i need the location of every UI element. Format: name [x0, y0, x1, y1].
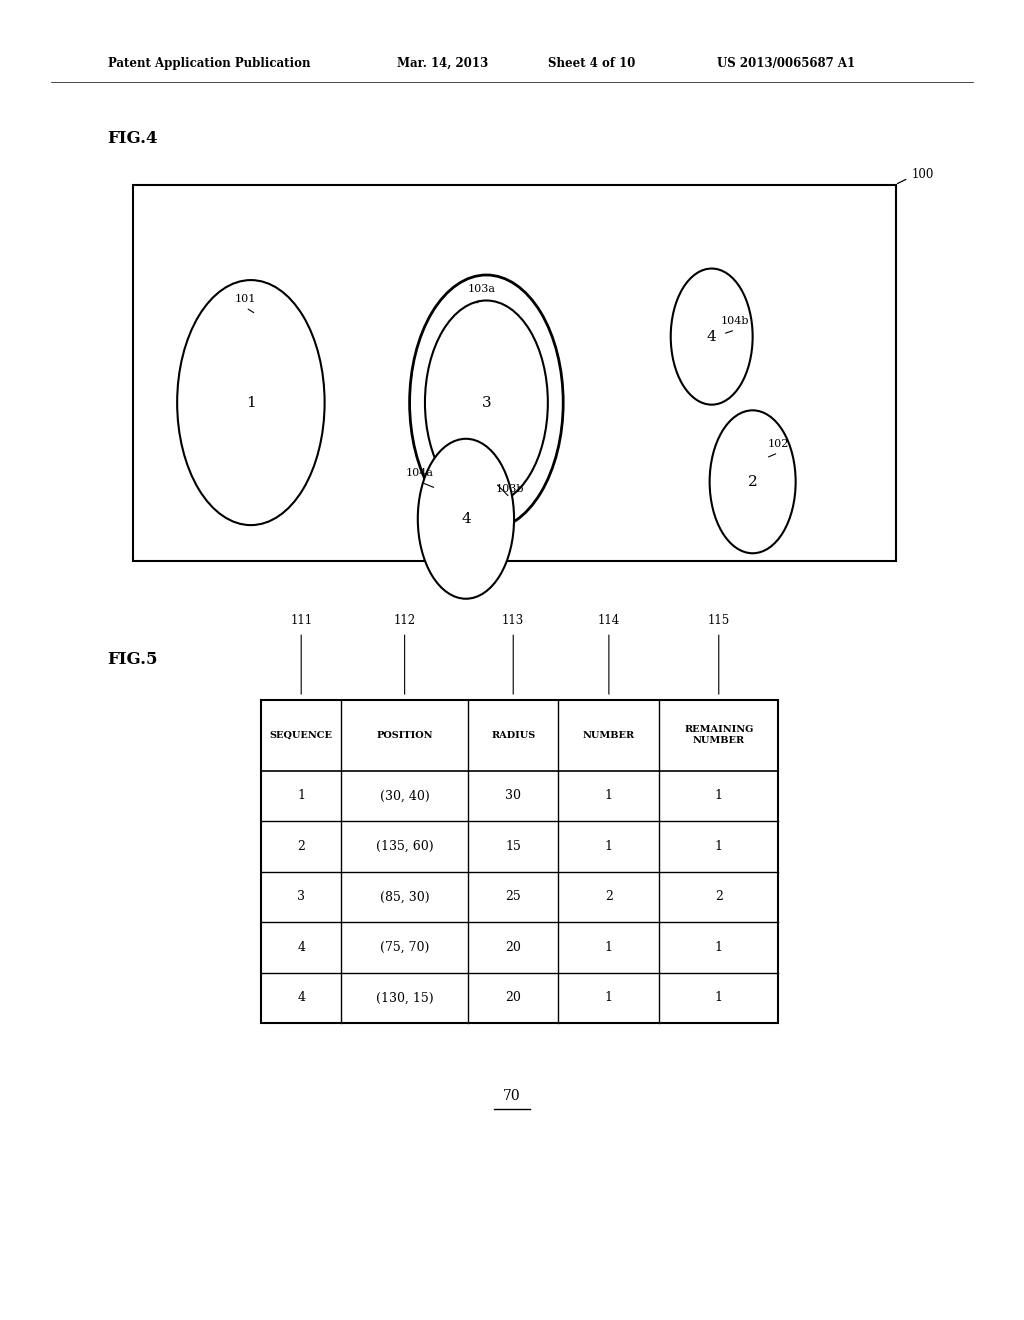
Text: 1: 1 [715, 789, 723, 803]
Text: FIG.5: FIG.5 [108, 652, 158, 668]
Text: Sheet 4 of 10: Sheet 4 of 10 [548, 57, 635, 70]
Bar [261, 700, 778, 1023]
Text: 15: 15 [505, 840, 521, 853]
Text: NUMBER: NUMBER [583, 731, 635, 739]
Text: 103a: 103a [467, 284, 496, 294]
Text: 115: 115 [708, 614, 730, 627]
Text: 111: 111 [290, 614, 312, 627]
Text: 2: 2 [605, 891, 612, 903]
Text: 1: 1 [715, 840, 723, 853]
Text: 1: 1 [246, 396, 256, 409]
Text: 20: 20 [505, 941, 521, 954]
Text: Patent Application Publication: Patent Application Publication [108, 57, 310, 70]
Text: (75, 70): (75, 70) [380, 941, 429, 954]
Text: REMAINING
NUMBER: REMAINING NUMBER [684, 726, 754, 744]
Text: US 2013/0065687 A1: US 2013/0065687 A1 [717, 57, 855, 70]
Bar [133, 185, 896, 561]
Text: (30, 40): (30, 40) [380, 789, 429, 803]
Text: 3: 3 [297, 891, 305, 903]
Text: 70: 70 [503, 1089, 521, 1102]
Ellipse shape [425, 301, 548, 504]
Text: 104b: 104b [721, 315, 750, 326]
Text: 2: 2 [715, 891, 723, 903]
Text: 4: 4 [707, 330, 717, 343]
Text: 1: 1 [297, 789, 305, 803]
Text: 4: 4 [461, 512, 471, 525]
Text: Mar. 14, 2013: Mar. 14, 2013 [397, 57, 488, 70]
Text: 25: 25 [505, 891, 521, 903]
Text: 104a: 104a [406, 467, 434, 478]
Text: 101: 101 [236, 293, 256, 304]
Text: 1: 1 [605, 840, 613, 853]
Text: 30: 30 [505, 789, 521, 803]
Text: 1: 1 [605, 941, 613, 954]
Ellipse shape [710, 411, 796, 553]
Text: 103b: 103b [496, 483, 524, 494]
Text: 1: 1 [715, 991, 723, 1005]
Text: (135, 60): (135, 60) [376, 840, 433, 853]
Text: 3: 3 [481, 396, 492, 409]
Text: 20: 20 [505, 991, 521, 1005]
Text: (85, 30): (85, 30) [380, 891, 429, 903]
Text: 102: 102 [768, 438, 788, 449]
Text: 4: 4 [297, 941, 305, 954]
Text: 2: 2 [748, 475, 758, 488]
Text: POSITION: POSITION [377, 731, 433, 739]
Ellipse shape [177, 280, 325, 525]
Text: 1: 1 [715, 941, 723, 954]
Text: (130, 15): (130, 15) [376, 991, 433, 1005]
Text: 1: 1 [605, 789, 613, 803]
Text: SEQUENCE: SEQUENCE [269, 731, 333, 739]
Ellipse shape [671, 268, 753, 405]
Text: 100: 100 [911, 168, 934, 181]
Text: 1: 1 [605, 991, 613, 1005]
Text: 4: 4 [297, 991, 305, 1005]
Text: 113: 113 [502, 614, 524, 627]
Ellipse shape [410, 275, 563, 531]
Text: 112: 112 [393, 614, 416, 627]
Text: 2: 2 [297, 840, 305, 853]
Text: RADIUS: RADIUS [492, 731, 536, 739]
Text: FIG.4: FIG.4 [108, 131, 158, 147]
Ellipse shape [418, 438, 514, 599]
Text: 114: 114 [598, 614, 620, 627]
